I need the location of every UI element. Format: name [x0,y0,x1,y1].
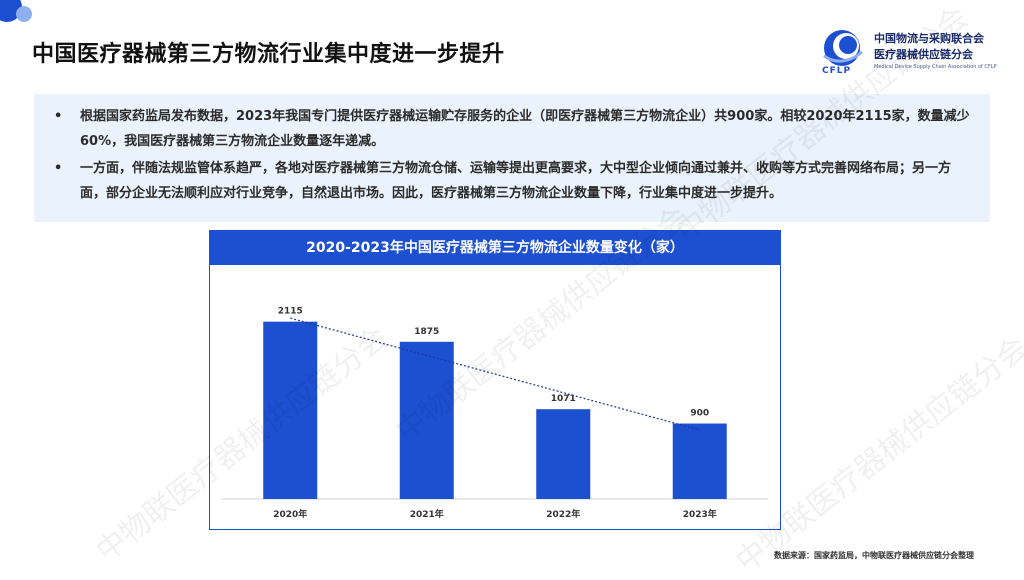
page-title: 中国医疗器械第三方物流行业集中度进一步提升 [32,42,505,67]
summary-panel: 根据国家药监局发布数据，2023年我国专门提供医疗器械运输贮存服务的企业（即医疗… [34,94,990,222]
bar-3 [536,409,591,499]
summary-bullet-1: 根据国家药监局发布数据，2023年我国专门提供医疗器械运输贮存服务的企业（即医疗… [54,104,974,154]
data-label-2: 1875 [414,327,439,337]
logo-subtitle: Medical Device Supply Chain Association … [874,64,997,70]
logo-line2: 医疗器械供应链分会 [874,48,973,61]
chart-title: 2020-2023年中国医疗器械第三方物流企业数量变化（家） [210,231,780,265]
data-label-1: 2115 [278,307,303,317]
globe-icon [823,30,863,66]
bar-1 [263,321,318,499]
org-logo: CFLP 中国物流与采购联合会 医疗器械供应链分会 Medical Device… [818,22,1008,78]
data-label-4: 900 [690,409,709,419]
bar-chart: 2115 2020年 1875 2021年 1071 2022年 900 2023年 [222,307,768,520]
logo-abbr: CFLP [822,66,852,76]
chart-panel: 2020-2023年中国医疗器械第三方物流企业数量变化（家） 2115 2020年… [209,230,781,530]
logo-line1: 中国物流与采购联合会 [874,32,984,45]
x-tick-label-3: 2022年 [546,508,580,520]
decor-dot-small [16,6,32,22]
x-tick-label-2: 2021年 [410,508,444,520]
data-source-note: 数据来源：国家药监局，中物联医疗器械供应链分会整理 [774,551,974,560]
bar-4 [672,423,727,499]
bar-2 [399,341,454,499]
data-label-3: 1071 [551,394,576,404]
summary-bullet-2: 一方面，伴随法规监管体系趋严，各地对医疗器械第三方物流仓储、运输等提出更高要求，… [54,156,974,206]
x-tick-label-4: 2023年 [683,508,717,520]
x-tick-label-1: 2020年 [273,508,307,520]
trendline [290,317,700,431]
